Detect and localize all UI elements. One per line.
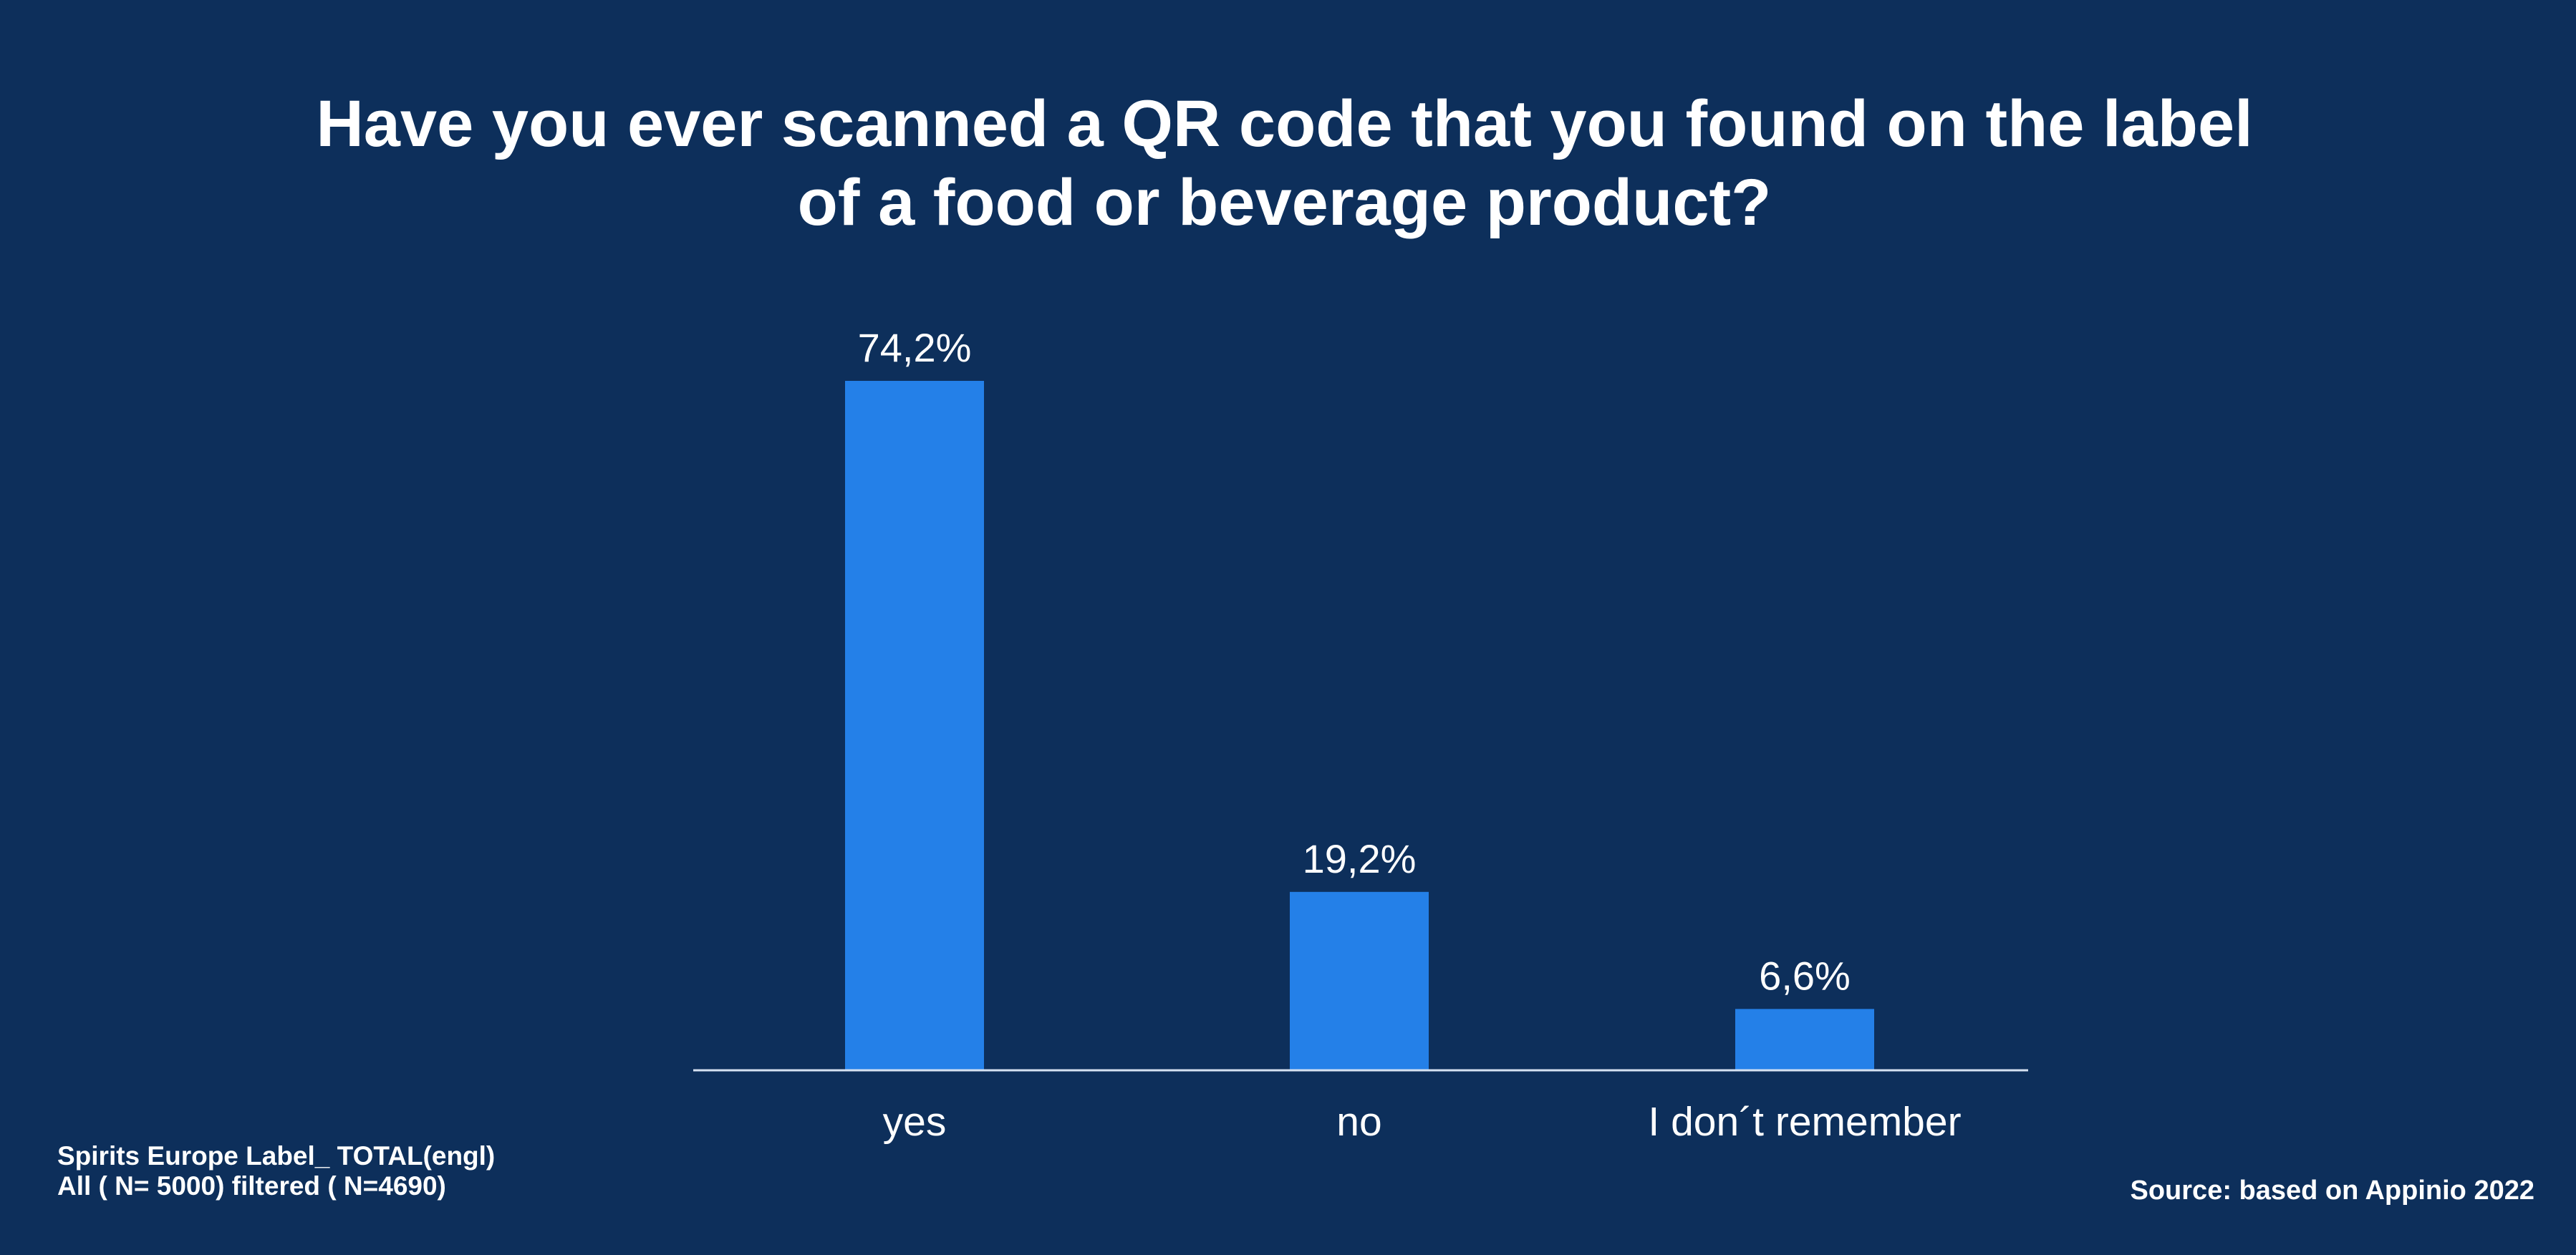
bars-group: [845, 381, 1874, 1070]
footnote: Spirits Europe Label_ TOTAL(engl) All ( …: [57, 1141, 495, 1201]
footnote-line-1: Spirits Europe Label_ TOTAL(engl): [57, 1141, 496, 1171]
category-label-2: I don´t remember: [1648, 1099, 1961, 1145]
chart-title: Have you ever scanned a QR code that you…: [0, 84, 2576, 242]
value-labels-group: 74,2% 19,2% 6,6%: [858, 325, 1851, 998]
bar-value-label-0: 74,2%: [858, 325, 972, 370]
footnote-line-2: All ( N= 5000) filtered ( N=4690): [57, 1171, 446, 1201]
chart-title-line-1: Have you ever scanned a QR code that you…: [316, 87, 2253, 160]
bar-1: [1290, 891, 1429, 1070]
bar-value-label-2: 6,6%: [1759, 953, 1851, 998]
bar-2: [1735, 1009, 1874, 1070]
bar-0: [845, 381, 984, 1070]
bar-value-label-1: 19,2%: [1303, 836, 1417, 881]
category-label-1: no: [1336, 1099, 1381, 1145]
source-note: Source: based on Appinio 2022: [2130, 1176, 2535, 1206]
chart-title-line-2: of a food or beverage product?: [797, 166, 1772, 239]
category-labels-group: yes no I don´t remember: [883, 1099, 1962, 1145]
category-label-0: yes: [883, 1099, 947, 1145]
